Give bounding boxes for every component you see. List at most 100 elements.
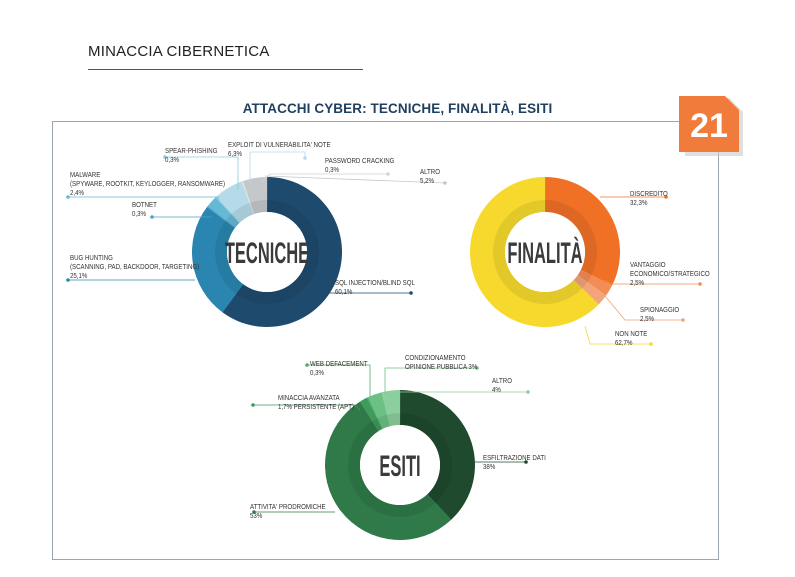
esiti-callout-dot-1 [475, 366, 479, 370]
esiti-callout-line-3 [253, 404, 361, 411]
esiti-slice-2 [359, 397, 383, 432]
esiti-callout-label-4-0: ESFILTRAZIONE DATI [483, 455, 546, 463]
tecniche-callout-dot-1 [303, 156, 307, 160]
tecniche-slice-shade-1 [214, 220, 244, 294]
tecniche-center-label: TECNICHE [225, 237, 309, 270]
tecniche-callout-line-1 [249, 151, 306, 185]
esiti-callout-label-1-0: CONDIZIONAMENTO [405, 355, 466, 363]
tecniche-callout-dot-2 [386, 172, 390, 176]
finalita-slice-shade-3 [492, 199, 583, 305]
esiti-slice-shade-0 [400, 413, 452, 503]
esiti-slice-shade-1 [347, 421, 436, 518]
esiti-slice-5 [381, 390, 401, 427]
esiti-callout-label-1-1: OPINIONE PUBBLICA 3% [405, 364, 477, 372]
tecniche-callout-label-7-1: 60,1% [335, 289, 352, 297]
finalita-slice-shade-2 [573, 275, 588, 289]
finalita-center-label: FINALITÀ [507, 236, 582, 271]
tecniche-hole [227, 212, 307, 292]
tecniche-callout-label-2-1: 0,3% [325, 167, 339, 175]
tecniche-callout-line-4 [68, 196, 219, 205]
esiti-callout-label-0-0: WEB DEFACEMENT [310, 361, 368, 369]
esiti-slice-0 [400, 390, 475, 520]
tecniche-callout-dot-3 [443, 181, 447, 185]
esiti-slice-shade-5 [387, 413, 401, 427]
tecniche-callout-label-6-2: 25,1% [70, 273, 87, 281]
tecniche-callout-label-6-1: (SCANNING, PAD, BACKDOOR, TARGETING) [70, 264, 199, 272]
section-divider [88, 69, 363, 70]
tecniche-callout-dot-4 [66, 195, 70, 199]
finalita-callout-label-2-1: 2,5% [640, 316, 654, 324]
tecniche-slice-shade-6 [249, 202, 255, 215]
section-title: MINACCIA CIBERNETICA [88, 43, 270, 60]
page-badge [679, 96, 743, 156]
tecniche-slice-shade-0 [236, 200, 319, 305]
tecniche-slice-2 [206, 205, 236, 229]
esiti-center-label: ESITI [379, 450, 420, 483]
tecniche-callout-line-3 [264, 175, 446, 184]
esiti-callout-label-4-1: 38% [483, 464, 495, 472]
finalita-callout-label-3-0: NON NOTE [615, 331, 648, 339]
esiti-callout-dot-4 [524, 460, 528, 464]
esiti-callout-label-2-0: ALTRO [492, 378, 512, 386]
finalita-callout-line-2 [604, 295, 683, 321]
finalita-callout-dot-2 [681, 318, 685, 322]
esiti-slice-shade-3 [376, 417, 384, 430]
finalita-slice-shade-1 [577, 269, 592, 283]
finalita-callout-label-1-0: VANTAGGIO [630, 262, 666, 270]
esiti-slice-shade-2 [372, 418, 383, 432]
tecniche-slice-7 [242, 177, 268, 215]
esiti-callout-label-3-1: 1,7% PERSISTENTE (APT) [278, 404, 354, 412]
esiti-callout-label-5-1: 53% [250, 513, 262, 521]
esiti-hole [360, 425, 440, 505]
tecniche-slice-6 [241, 180, 255, 215]
finalita-callout-line-3 [584, 325, 651, 345]
tecniche-callout-line-0 [165, 156, 239, 190]
finalita-slice-3 [470, 176, 599, 327]
tecniche-slice-shade-7 [250, 200, 268, 215]
tecniche-callout-label-7-0: SQL INJECTION/BLIND SQL [335, 280, 415, 288]
finalita-slice-shade-0 [545, 200, 598, 276]
tecniche-slice-shade-4 [231, 213, 241, 224]
page-number: 21 [690, 106, 728, 145]
tecniche-callout-label-4-2: 2,4% [70, 190, 84, 198]
tecniche-callout-label-5-0: BOTNET [132, 202, 158, 210]
esiti-slice-shade-4 [377, 414, 391, 429]
esiti-callout-dot-3 [251, 403, 255, 407]
esiti-callout-label-3-0: MINACCIA AVANZATA [278, 395, 340, 403]
tecniche-callout-label-4-1: (SPYWARE, ROOTKIT, KEYLOGGER, RANSOMWARE… [70, 181, 225, 189]
finalita-callout-label-3-1: 62,7% [615, 340, 632, 348]
tecniche-slice-0 [222, 177, 342, 328]
tecniche-callout-label-3-1: 5,2% [420, 178, 434, 186]
esiti-callout-label-0-1: 0,3% [310, 370, 324, 378]
esiti-callout-dot-0 [305, 363, 309, 367]
tecniche-callout-dot-0 [163, 155, 167, 159]
tecniche-callout-label-4-0: MALWARE [70, 172, 101, 180]
finalita-slice-1 [577, 269, 613, 296]
finalita-callout-label-0-1: 32,3% [630, 200, 647, 208]
finalita-slice-2 [573, 275, 607, 305]
esiti-slice-3 [366, 397, 384, 430]
tecniche-callout-line-2 [261, 173, 388, 183]
chart-frame [52, 121, 719, 560]
finalita-callout-label-2-0: SPIONAGGIO [640, 307, 679, 315]
tecniche-callout-label-0-1: 0,3% [165, 157, 179, 165]
tecniche-callout-dot-5 [150, 215, 154, 219]
finalita-callout-dot-1 [698, 282, 702, 286]
esiti-callout-line-0 [307, 364, 371, 397]
tecniche-slice-shade-5 [231, 203, 254, 223]
esiti-slice-1 [324, 401, 452, 541]
finalita-callout-label-0-0: DISCREDITO [630, 191, 668, 199]
esiti-callout-dot-5 [252, 510, 256, 514]
finalita-hole [505, 212, 585, 292]
tecniche-callout-label-6-0: BUG HUNTING [70, 255, 113, 263]
tecniche-callout-label-3-0: ALTRO [420, 169, 440, 177]
tecniche-slice-1 [192, 207, 244, 313]
esiti-callout-label-2-1: 4% [492, 387, 501, 395]
finalita-callout-label-1-2: 2,5% [630, 280, 644, 288]
tecniche-callout-label-2-0: PASSWORD CRACKING [325, 158, 394, 166]
tecniche-callout-dot-6 [66, 278, 70, 282]
esiti-callout-dot-2 [526, 390, 530, 394]
esiti-slice-4 [368, 392, 391, 429]
tecniche-callout-label-0-0: SPEAR-PHISHING [165, 148, 218, 156]
